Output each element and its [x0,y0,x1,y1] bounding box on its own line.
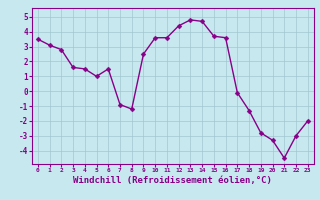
X-axis label: Windchill (Refroidissement éolien,°C): Windchill (Refroidissement éolien,°C) [73,176,272,185]
